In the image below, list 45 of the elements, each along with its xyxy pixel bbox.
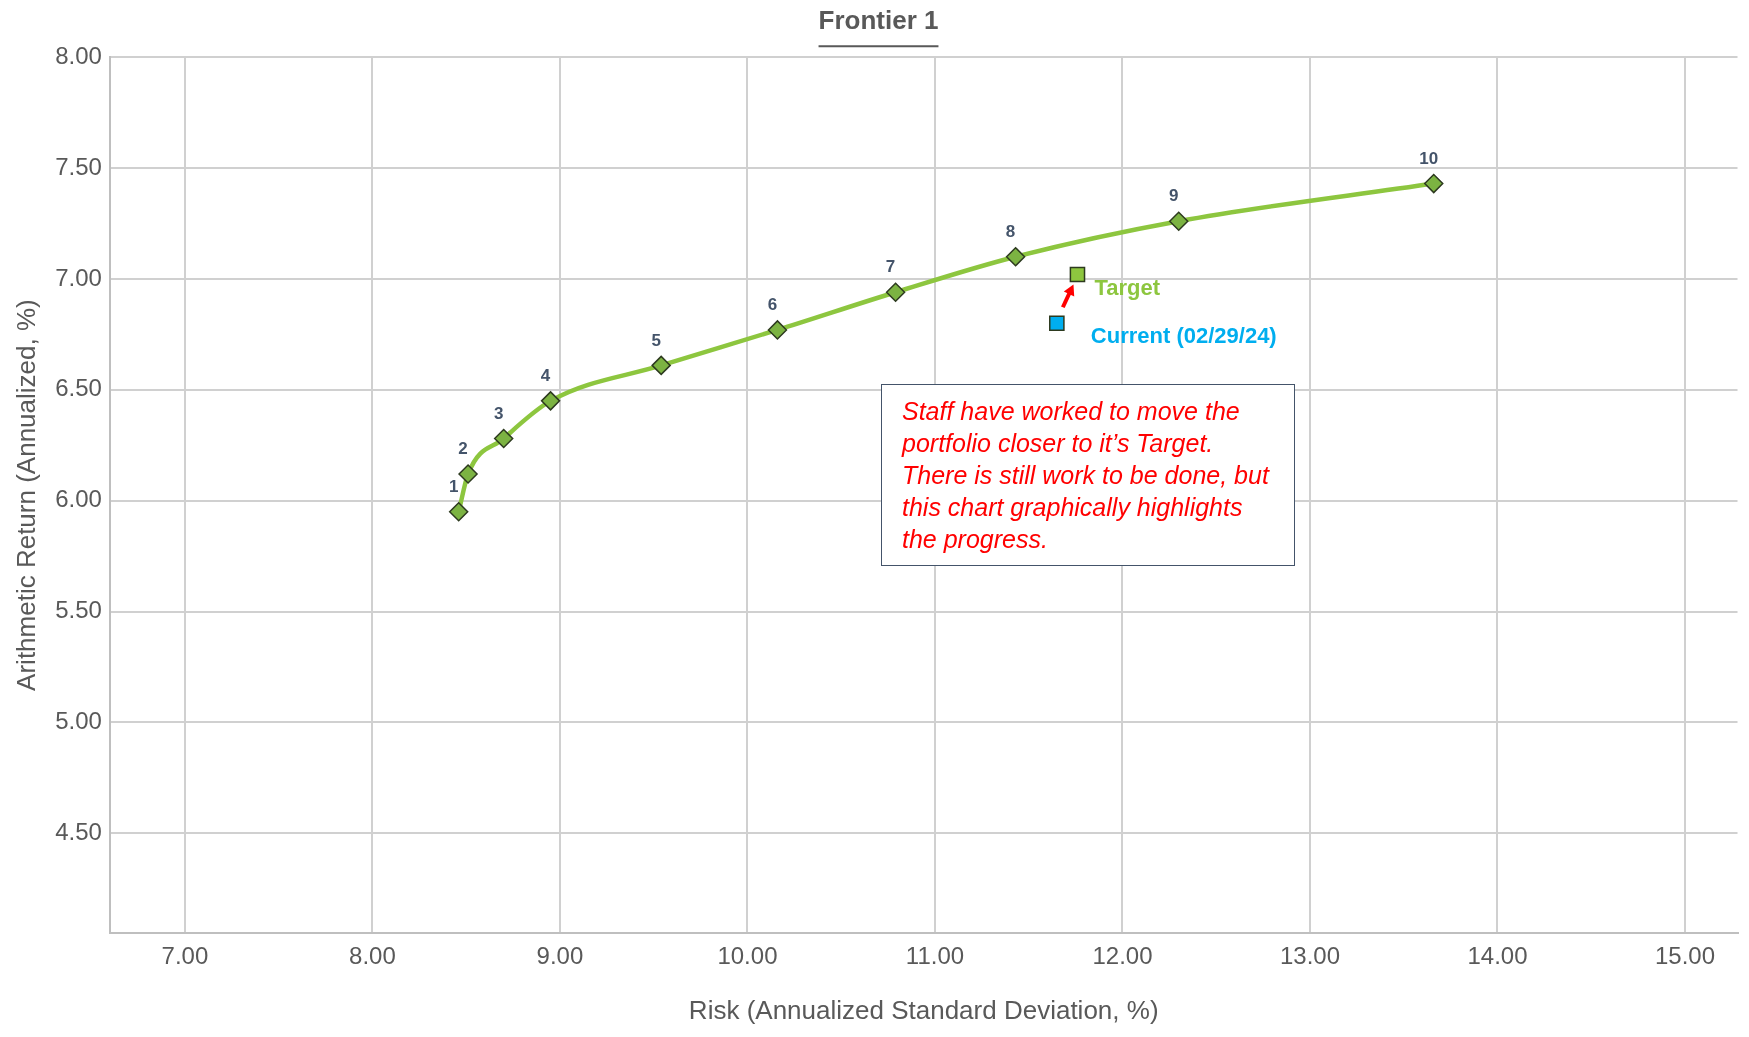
point — [1069, 266, 1086, 283]
annotation: 5 — [651, 330, 661, 350]
y-tick-label: 4.50 — [55, 817, 102, 845]
annotation: Staff have worked to move the portfolio closer to it’s Target. There is still work to be done, but this chart graphically highlights the progress. — [881, 384, 1295, 566]
y-tick-label: 7.00 — [55, 263, 102, 291]
annotation: 6 — [767, 295, 778, 315]
x-tick-label: 13.00 — [1279, 942, 1341, 970]
annotation: 1 — [448, 476, 459, 496]
annotation: 4 — [540, 366, 551, 386]
x-tick-label: 8.00 — [349, 942, 396, 970]
point — [458, 464, 478, 484]
x-tick-label: 12.00 — [1092, 942, 1153, 970]
x-tick-label: 7.00 — [161, 942, 209, 970]
annotation: 2 — [458, 439, 468, 459]
chart-title: Frontier 1 — [818, 4, 939, 35]
point — [1168, 211, 1189, 232]
y-tick-label: 6.00 — [55, 485, 102, 513]
point — [1005, 247, 1026, 267]
y-tick-label: 8.00 — [55, 41, 102, 69]
x-tick-label: 14.00 — [1467, 942, 1528, 970]
annotation: 10 — [1419, 148, 1439, 168]
x-tick-label: 15.00 — [1654, 942, 1716, 970]
point — [448, 501, 469, 522]
annotation: 9 — [1168, 186, 1179, 206]
annotation: 8 — [1005, 221, 1016, 241]
point — [1423, 173, 1444, 194]
series-label: Target — [1094, 274, 1161, 300]
x-axis-title: Risk (Annualized Standard Deviation, %) — [688, 994, 1159, 1025]
y-tick-label: 7.50 — [55, 152, 102, 180]
point — [767, 320, 788, 340]
x-tick-label: 11.00 — [905, 942, 965, 970]
annotation: 3 — [493, 403, 504, 423]
y-axis-title: Arithmetic Return (Annualized, %) — [10, 299, 41, 691]
y-tick-label: 6.50 — [55, 374, 102, 402]
x-tick-label: 10.00 — [717, 942, 778, 970]
point — [540, 391, 561, 411]
x-tick-label: 9.00 — [536, 942, 584, 970]
annotation: 7 — [885, 257, 896, 277]
series-label: Current (02/29/24) — [1090, 323, 1277, 349]
point — [493, 428, 514, 449]
point — [885, 282, 906, 302]
y-tick-label: 5.00 — [55, 706, 102, 734]
y-tick-label: 5.50 — [55, 596, 102, 624]
point — [651, 355, 671, 376]
point — [1049, 315, 1065, 332]
